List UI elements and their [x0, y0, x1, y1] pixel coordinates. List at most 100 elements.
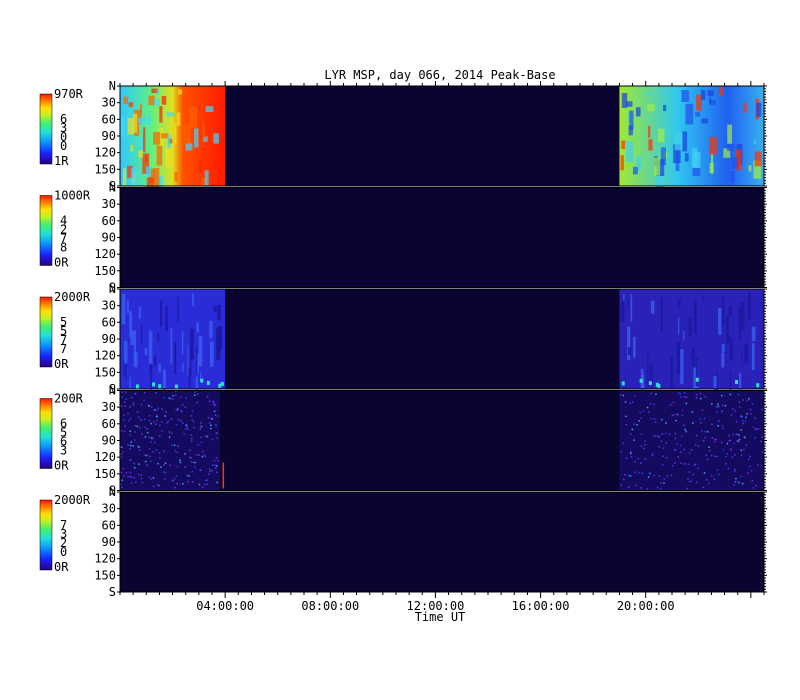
noise-dot: [648, 411, 650, 413]
intensity-streak: [128, 102, 134, 108]
intensity-streak: [174, 342, 177, 375]
intensity-streak: [197, 353, 199, 374]
intensity-streak: [663, 104, 667, 111]
noise-dot: [132, 404, 135, 406]
noise-dot: [175, 409, 178, 412]
noise-dot: [653, 474, 655, 477]
intensity-streak: [153, 168, 160, 188]
noise-dot: [127, 476, 129, 478]
intensity-spot: [621, 381, 625, 386]
y-tick-label: S: [109, 179, 116, 193]
intensity-streak: [126, 300, 129, 314]
intensity-streak: [675, 149, 680, 172]
noise-dot: [129, 444, 132, 447]
noise-dot: [699, 397, 702, 400]
intensity-streak: [740, 302, 745, 330]
y-tick-label: S: [109, 484, 116, 498]
y-tick-label: N: [109, 384, 116, 398]
noise-dot: [742, 422, 744, 425]
intensity-streak: [708, 137, 717, 155]
noise-dot: [749, 412, 752, 415]
noise-dot: [190, 456, 192, 459]
noise-dot: [640, 445, 643, 448]
noise-dot: [210, 424, 212, 426]
noise-dot: [184, 406, 186, 409]
y-tick-label: S: [109, 585, 116, 599]
noise-dot: [624, 474, 626, 476]
intensity-streak: [629, 110, 634, 130]
noise-dot: [186, 474, 188, 477]
noise-dot: [123, 474, 125, 477]
channel-digit: 3: [60, 527, 67, 541]
y-tick-label: 90: [102, 434, 116, 448]
noise-dot: [695, 397, 698, 399]
noise-dot: [127, 412, 129, 415]
intensity-streak: [728, 306, 733, 316]
intensity-streak: [678, 317, 680, 335]
noise-dot: [726, 442, 729, 445]
intensity-streak: [684, 153, 689, 162]
noise-dot: [708, 482, 710, 485]
intensity-streak: [741, 352, 743, 365]
colorbar-max-label: 1000R: [54, 189, 91, 203]
noise-dot: [674, 449, 677, 451]
noise-dot: [713, 441, 716, 443]
intensity-streak: [649, 363, 653, 388]
noise-dot: [697, 467, 699, 470]
noise-dot: [744, 437, 747, 439]
y-tick-label: 30: [102, 299, 116, 313]
noise-dot: [717, 403, 719, 406]
noise-dot: [730, 449, 733, 451]
intensity-streak: [693, 151, 701, 169]
noise-dot: [653, 434, 655, 437]
noise-dot: [640, 433, 643, 435]
noise-dot: [694, 443, 697, 446]
noise-dot: [207, 417, 210, 419]
noise-dot: [671, 414, 674, 417]
intensity-streak: [129, 311, 132, 337]
noise-dot: [755, 428, 758, 431]
intensity-streak: [621, 93, 628, 108]
noise-dot: [747, 472, 750, 474]
noise-dot: [189, 449, 191, 451]
intensity-streak: [680, 349, 684, 385]
channel-digit: 7: [60, 232, 67, 246]
intensity-streak: [217, 304, 222, 321]
noise-dot: [676, 413, 679, 416]
intensity-spot: [158, 384, 162, 389]
intensity-streak: [691, 347, 695, 367]
noise-dot: [661, 464, 664, 466]
noise-dot: [182, 483, 184, 485]
noise-dot: [673, 413, 675, 416]
y-tick-label: 120: [94, 247, 116, 261]
intensity-streak: [696, 94, 702, 111]
noise-dot: [706, 458, 709, 461]
noise-dot: [622, 478, 625, 481]
noise-dot: [683, 391, 686, 394]
y-tick-label: 90: [102, 231, 116, 245]
noise-dot: [701, 430, 703, 432]
noise-dot: [134, 424, 137, 427]
noise-dot: [686, 487, 689, 490]
noise-dot: [655, 393, 657, 395]
noise-dot: [714, 438, 716, 441]
noise-dot: [127, 444, 129, 446]
noise-dot: [212, 400, 214, 403]
channel-digit: 3: [60, 121, 67, 135]
intensity-streak: [192, 293, 194, 307]
noise-dot: [717, 420, 720, 422]
noise-dot: [721, 410, 723, 412]
noise-dot: [622, 442, 625, 445]
noise-dot: [152, 477, 155, 479]
noise-dot: [716, 469, 719, 471]
noise-dot: [157, 462, 159, 465]
intensity-spot: [735, 379, 739, 384]
noise-dot: [123, 414, 125, 416]
intensity-streak: [157, 333, 160, 343]
noise-dot: [703, 472, 706, 474]
noise-dot: [657, 435, 659, 438]
noise-dot: [206, 483, 209, 486]
noise-dot: [194, 466, 196, 469]
noise-dot: [706, 479, 708, 481]
noise-dot: [200, 422, 202, 424]
